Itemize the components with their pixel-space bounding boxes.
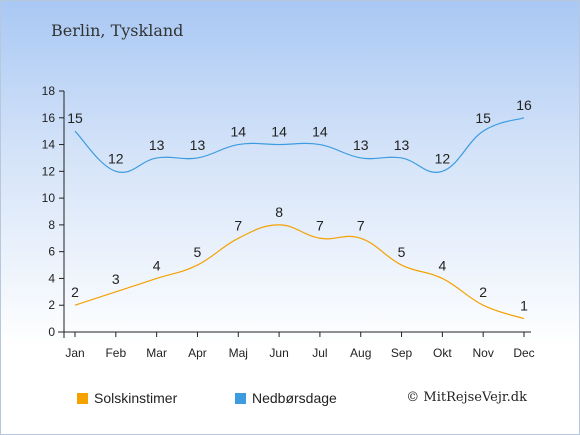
rain-data-label: 14 <box>230 124 246 140</box>
chart-title: Berlin, Tyskland <box>51 21 184 40</box>
y-tick-label: 14 <box>42 138 56 152</box>
x-tick-label: Jan <box>65 346 84 360</box>
x-tick-label: Jul <box>312 346 327 360</box>
sun-series-line <box>74 224 525 320</box>
rain-data-label: 12 <box>435 150 451 166</box>
y-tick-label: 0 <box>48 325 55 339</box>
sun-data-label: 2 <box>479 284 487 300</box>
x-tick-label: Mar <box>146 346 167 360</box>
legend-item-rain: Nedbørsdage <box>235 390 337 406</box>
series-layer <box>74 117 525 320</box>
legend-sun-label: Solskinstimer <box>94 390 178 406</box>
sun-data-label: 8 <box>275 204 283 220</box>
sun-data-label: 7 <box>234 217 242 233</box>
x-tick-label: Maj <box>229 346 248 360</box>
x-tick-label: Apr <box>188 346 207 360</box>
sun-swatch <box>77 392 88 404</box>
sun-data-label: 3 <box>112 271 120 287</box>
x-tick-label: Feb <box>105 346 126 360</box>
y-tick-label: 8 <box>48 218 55 232</box>
sun-data-label: 7 <box>357 217 365 233</box>
rain-data-label: 13 <box>149 137 165 153</box>
x-tick-label: Aug <box>350 346 371 360</box>
rain-data-label: 15 <box>67 110 83 126</box>
y-tick-label: 4 <box>48 271 55 285</box>
sun-data-label: 2 <box>71 284 79 300</box>
rain-data-label: 14 <box>312 124 328 140</box>
rain-data-label: 13 <box>353 137 369 153</box>
rain-data-label: 13 <box>394 137 410 153</box>
rain-data-label: 12 <box>108 150 124 166</box>
rain-swatch <box>235 392 246 404</box>
x-tick-label: Sep <box>391 346 413 360</box>
y-tick-label: 18 <box>42 84 56 98</box>
sun-data-label: 5 <box>194 244 202 260</box>
y-tick-label: 16 <box>42 111 56 125</box>
rain-data-label: 15 <box>475 110 491 126</box>
x-tick-label: Okt <box>433 346 452 360</box>
sun-data-label: 1 <box>520 298 528 314</box>
y-tick-label: 12 <box>42 164 56 178</box>
legend-rain-label: Nedbørsdage <box>252 390 337 406</box>
data-labels: 2 3 4 5 7 8 7 7 5 4 2 1 15 12 13 13 14 14 14 13 13 12 15 16 <box>67 97 532 314</box>
sun-data-label: 4 <box>153 257 161 273</box>
y-tick-label: 2 <box>48 298 55 312</box>
x-tick-label: Dec <box>513 346 534 360</box>
sun-data-label: 7 <box>316 217 324 233</box>
credit-text: © MitRejseVejr.dk <box>406 390 527 405</box>
legend-item-sun: Solskinstimer <box>77 390 177 406</box>
rain-series-line <box>74 117 525 174</box>
rain-data-label: 14 <box>271 124 287 140</box>
y-tick-label: 10 <box>42 191 56 205</box>
x-tick-label: Nov <box>473 346 494 360</box>
sun-data-label: 5 <box>398 244 406 260</box>
rain-data-label: 16 <box>516 97 532 113</box>
rain-data-label: 13 <box>190 137 206 153</box>
x-tick-label: Jun <box>269 346 288 360</box>
y-tick-label: 6 <box>48 245 55 259</box>
sun-data-label: 4 <box>438 257 446 273</box>
